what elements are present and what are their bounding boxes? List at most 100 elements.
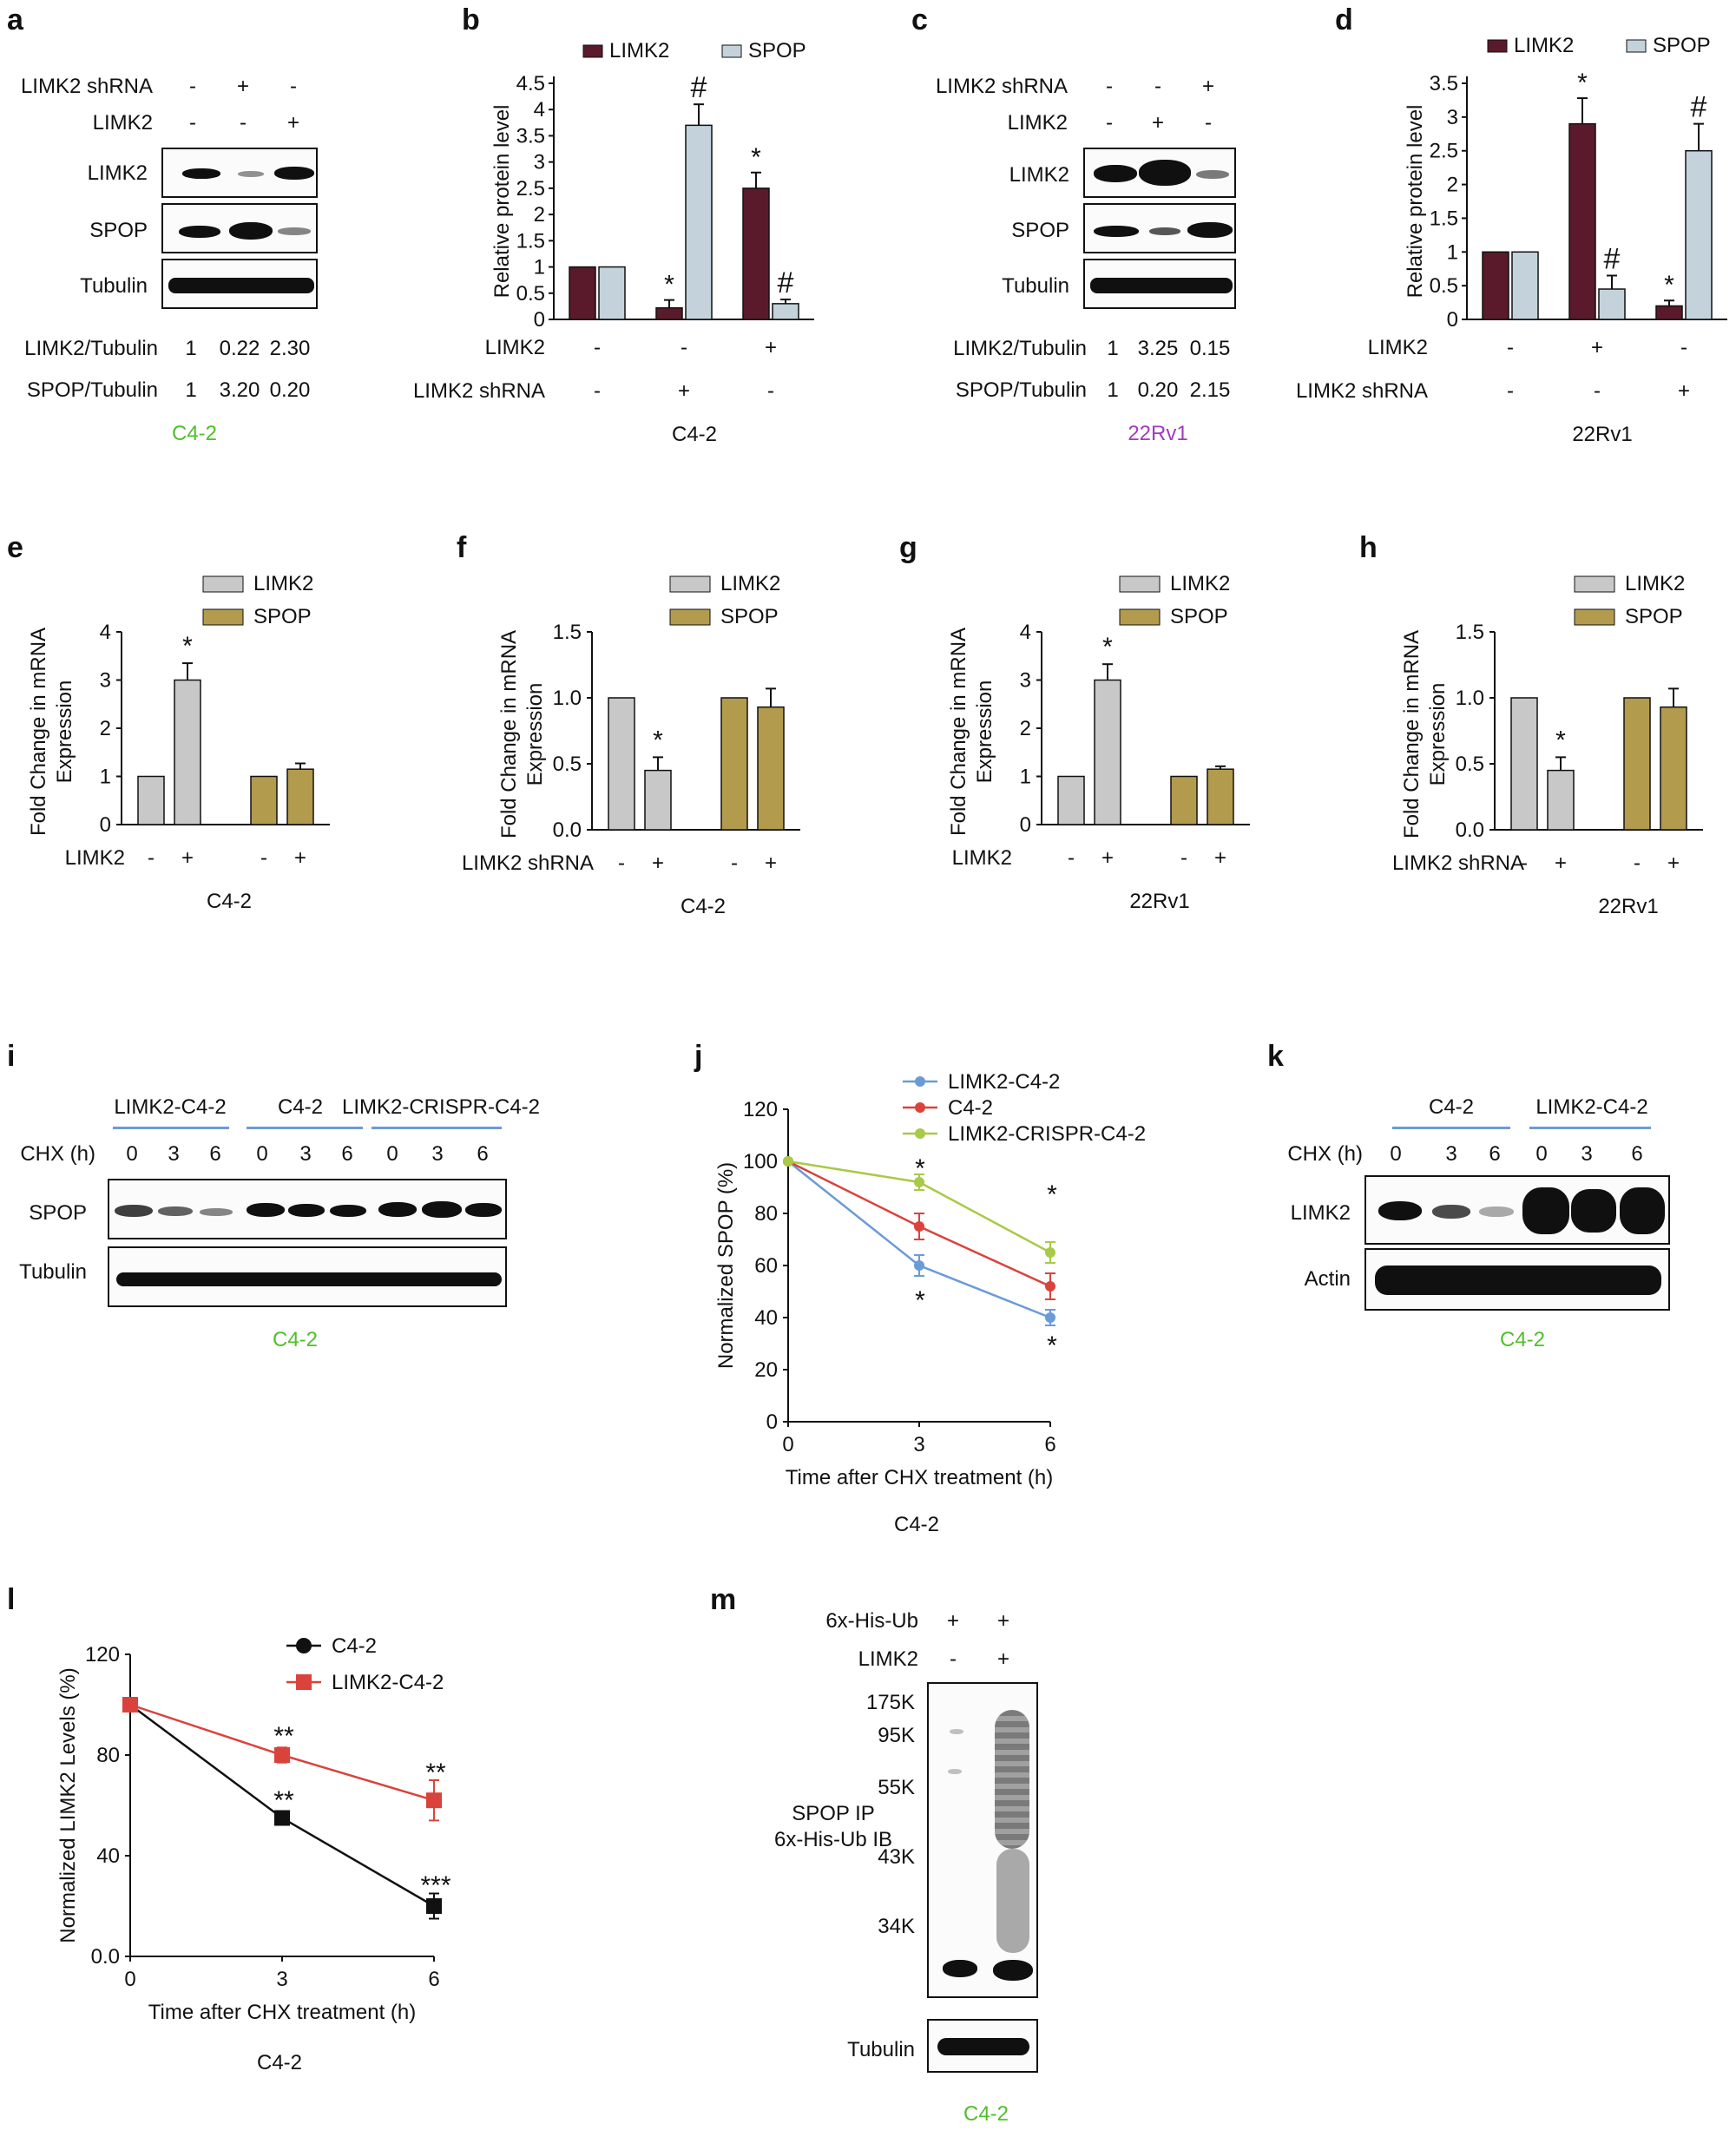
chx-time: 6 (341, 1142, 353, 1166)
significance-mark: * (653, 726, 663, 754)
blot-spop (161, 203, 318, 253)
mark: - (189, 111, 196, 135)
blot-limk2 (1083, 148, 1236, 198)
treatment-label: LIMK2 (952, 846, 1012, 870)
y-tick-label: 3 (1447, 106, 1458, 129)
legend-swatch-limk2 (202, 575, 244, 593)
marker-label: 175K (865, 1691, 915, 1714)
y-tick-label: 2 (100, 717, 111, 740)
y-axis-label-line2: Expression (523, 683, 547, 786)
y-tick-label: 0 (1447, 308, 1458, 332)
panel-label-d: d (1335, 3, 1353, 36)
cell-line-label: 22Rv1 (1598, 895, 1658, 918)
chx-time: 3 (1445, 1142, 1457, 1166)
bar-limk2 (174, 679, 201, 825)
panel-label-l: l (7, 1583, 16, 1616)
y-tick-label: 0.0 (1456, 818, 1484, 842)
y-tick-label: 1 (1447, 240, 1458, 264)
row-label-limk2-shrna: LIMK2 shRNA (935, 75, 1068, 98)
legend-swatch-limk2 (669, 575, 711, 593)
mark: + (1151, 111, 1165, 135)
chx-time: 3 (299, 1142, 312, 1166)
mark: - (189, 75, 196, 98)
condition-mark: + (765, 336, 777, 359)
bar-spop (598, 266, 626, 320)
chx-time: 3 (431, 1142, 444, 1166)
panel-label-g: g (899, 531, 917, 564)
blot-tubulin (927, 2019, 1038, 2073)
bar-limk2 (1547, 769, 1575, 831)
legend-label: LIMK2 (1170, 572, 1230, 595)
blot-tubulin (161, 259, 318, 309)
bar-limk2 (569, 266, 596, 320)
bar-limk2 (1655, 305, 1683, 320)
cell-line-label: 22Rv1 (1128, 422, 1188, 445)
chx-time: 0 (256, 1142, 268, 1166)
group-underline (1392, 1127, 1510, 1129)
y-tick-label: 3 (100, 669, 111, 693)
legend-swatch-spop (1626, 39, 1647, 53)
cell-line-label: C4-2 (257, 2051, 302, 2074)
bar-limk2 (655, 306, 683, 320)
group-label: LIMK2-CRISPR-C4-2 (341, 1095, 541, 1119)
y-tick-label: 0 (100, 813, 111, 837)
mark: + (236, 75, 250, 98)
cell-line-label: C4-2 (171, 422, 218, 445)
group-label: C4-2 (277, 1095, 324, 1119)
significance-mark: * (1577, 69, 1588, 97)
cell-line-label: C4-2 (672, 423, 717, 446)
significance-mark: ** (273, 1786, 294, 1815)
cell-line-label: C4-2 (272, 1328, 319, 1351)
blot-label-spop: SPOP (89, 219, 148, 242)
y-axis-label-line1: Fold Change in mRNA (1400, 630, 1424, 838)
quant-value: 0.20 (1137, 378, 1179, 402)
data-point (914, 1221, 924, 1232)
row-label-limk2: LIMK2 (92, 111, 153, 135)
treatment-label: LIMK2 (65, 846, 125, 870)
blot-ubiquitin (927, 1682, 1038, 1998)
bar-limk2 (1510, 697, 1538, 831)
significance-mark: # (691, 71, 707, 104)
significance-mark: * (915, 1286, 925, 1315)
legend-label: LIMK2 (253, 572, 313, 595)
legend-label: LIMK2 (1625, 572, 1685, 595)
y-axis-label: Normalized LIMK2 Levels (%) (56, 1667, 80, 1943)
chx-time: 0 (1535, 1142, 1548, 1166)
mark: + (286, 111, 300, 135)
quant-value: 1 (185, 378, 197, 402)
treatment-label: LIMK2 shRNA (462, 851, 594, 875)
quant-label-spop-tubulin: SPOP/Tubulin (26, 378, 158, 402)
legend-label: LIMK2-C4-2 (948, 1070, 1060, 1094)
mark: + (1201, 75, 1215, 98)
significance-mark: * (751, 143, 761, 172)
panel-label-f: f (457, 531, 467, 564)
panel-label-j: j (694, 1040, 703, 1073)
condition-mark: - (1594, 379, 1601, 403)
y-tick-label: 0.5 (516, 282, 545, 306)
blot-tubulin (108, 1246, 507, 1307)
x-tick-label: 0 (782, 1433, 793, 1456)
mark: + (996, 1647, 1010, 1671)
quant-value: 0.22 (219, 337, 260, 360)
treatment-mark: + (1555, 851, 1567, 875)
legend-swatch-limk2 (582, 44, 603, 58)
y-tick-label: 120 (743, 1098, 778, 1121)
treatment-mark: - (1634, 851, 1641, 875)
legend-swatch-spop (669, 608, 711, 626)
row-label-limk2-shrna: LIMK2 shRNA (20, 75, 153, 98)
blot-limk2 (1364, 1175, 1670, 1245)
y-tick-label: 100 (743, 1150, 778, 1173)
data-point (1045, 1281, 1055, 1292)
condition-mark: + (678, 379, 690, 403)
chx-time: 0 (1390, 1142, 1402, 1166)
condition-mark: - (594, 379, 601, 403)
legend-swatch-limk2 (1574, 575, 1615, 593)
significance-mark: * (182, 632, 193, 661)
legend-marker (915, 1076, 925, 1087)
marker-label: 43K (878, 1845, 915, 1869)
y-tick-label: 3 (534, 151, 545, 174)
quant-value: 2.30 (269, 337, 311, 360)
panel-label-e: e (7, 531, 23, 564)
treatment-mark: + (1667, 851, 1680, 875)
